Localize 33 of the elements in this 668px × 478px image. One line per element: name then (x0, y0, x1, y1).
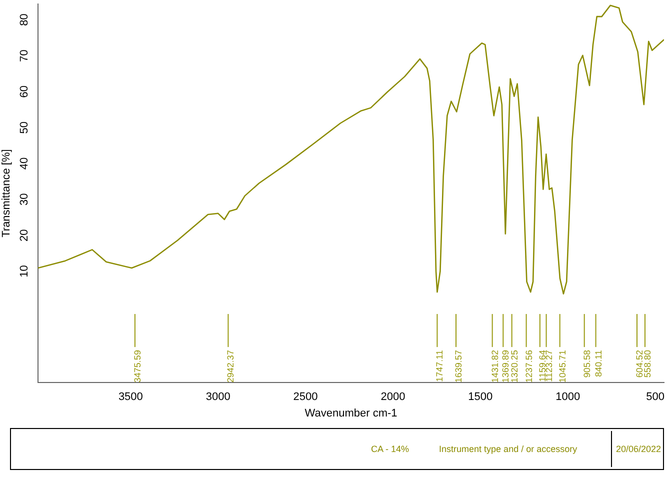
x-tick-label: 3500 (118, 391, 143, 404)
ref-line-label: 1639.57 (453, 350, 464, 383)
y-tick-label: 80 (18, 14, 31, 26)
y-tick-label: 20 (18, 229, 31, 242)
y-tick-label: 30 (18, 193, 31, 206)
ref-line-label: 1431.82 (490, 350, 500, 383)
ref-line-label: 1320.25 (509, 350, 520, 383)
y-tick-label: 60 (18, 86, 31, 98)
text: CA - 14% (371, 444, 410, 454)
ref-line-label: 604.52 (634, 350, 644, 378)
x-tick-label: 1000 (556, 391, 580, 404)
ref-line-label: 1237.56 (524, 350, 534, 383)
ref-line-label: 1045.71 (557, 350, 568, 383)
y-axis-title: Transmittance [%] (0, 149, 13, 238)
ref-line-label: 1747.11 (434, 350, 445, 382)
x-axis-title: Wavenumber cm-1 (304, 407, 398, 420)
y-tick-label: 70 (18, 50, 31, 62)
ref-line-label: 840.11 (593, 350, 604, 377)
ref-line-label: 1369.89 (500, 350, 511, 383)
x-tick-label: 3000 (206, 391, 230, 404)
ref-line-label: 558.80 (642, 350, 652, 378)
ref-line-label: 905.58 (582, 350, 592, 378)
x-tick-label: 500 (646, 391, 664, 404)
text: 20/06/2022 (610, 431, 663, 467)
y-tick-label: 10 (18, 265, 31, 278)
y-tick-label: 40 (18, 157, 31, 170)
text: Instrument type and / or accessory (439, 444, 578, 454)
x-tick-label: 2000 (380, 391, 406, 404)
ref-line-label: 3475.59 (132, 350, 142, 383)
ref-line-label: 2942.37 (226, 350, 236, 383)
x-tick-label: 2500 (293, 391, 318, 404)
x-tick-label: 1500 (468, 391, 493, 404)
y-tick-label: 50 (18, 121, 31, 134)
